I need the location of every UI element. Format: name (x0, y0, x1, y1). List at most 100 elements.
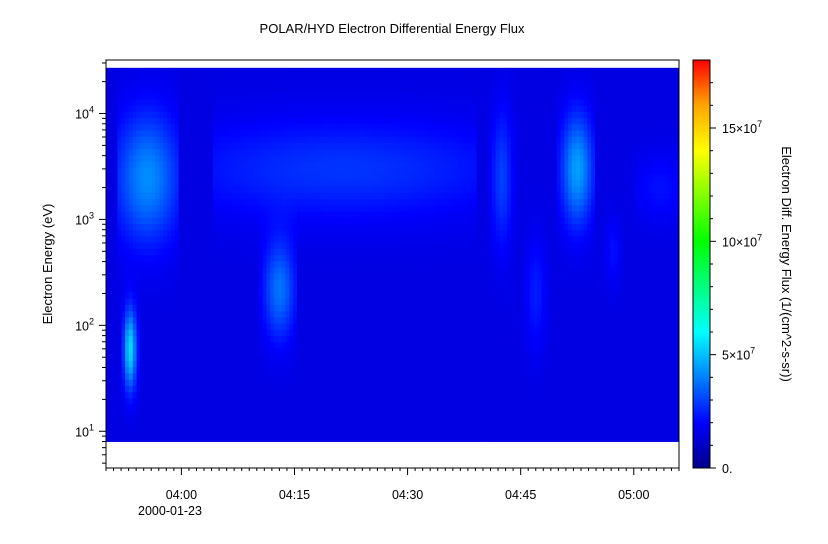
heatmap-cell (151, 111, 157, 119)
heatmap-cell (319, 310, 325, 318)
heatmap-cell (304, 354, 309, 361)
heatmap-cell (128, 366, 134, 374)
heatmap-cell (205, 123, 210, 131)
heatmap-cell (407, 242, 412, 249)
heatmap-cell (358, 391, 363, 399)
heatmap-cell (388, 167, 393, 175)
heatmap-cell (209, 404, 214, 411)
heatmap-cell (361, 329, 367, 337)
heatmap-cell (281, 242, 286, 249)
heatmap-cell (128, 235, 134, 243)
heatmap-cell (148, 136, 153, 143)
heatmap-cell (304, 229, 309, 237)
heatmap-cell (377, 391, 382, 399)
heatmap-cell (163, 211, 168, 218)
heatmap-cell (216, 410, 221, 418)
heatmap-cell (327, 260, 332, 268)
heatmap-cell (193, 254, 199, 262)
heatmap-cell (285, 260, 290, 268)
heatmap-cell (258, 86, 264, 94)
heatmap-cell (365, 285, 370, 293)
heatmap-cell (392, 260, 397, 268)
heatmap-cell (377, 335, 382, 343)
heatmap-cell (197, 279, 202, 287)
heatmap-cell (300, 186, 306, 193)
heatmap-cell (274, 429, 279, 436)
heatmap-cell (274, 292, 279, 299)
heatmap-cell (289, 167, 294, 175)
heatmap-cell (319, 416, 325, 424)
heatmap-cell (125, 242, 130, 249)
heatmap-cell (132, 379, 137, 386)
heatmap-cell (220, 80, 225, 87)
heatmap-cell (205, 229, 210, 237)
heatmap-cell (361, 142, 367, 150)
heatmap-cell (346, 304, 351, 312)
heatmap-cell (289, 155, 294, 162)
heatmap-cell (407, 348, 412, 355)
heatmap-cell (403, 204, 409, 212)
heatmap-cell (388, 341, 393, 349)
heatmap-cell (140, 148, 145, 156)
heatmap-cell (144, 167, 149, 175)
heatmap-cell (274, 341, 279, 349)
heatmap-cell (274, 204, 279, 212)
heatmap-cell (381, 173, 386, 181)
heatmap-cell (121, 260, 126, 268)
heatmap-cell (354, 422, 359, 430)
heatmap-cell (354, 273, 359, 280)
heatmap-cell (316, 173, 321, 181)
heatmap-cell (163, 329, 168, 337)
heatmap-cell (419, 335, 424, 343)
heatmap-cell (201, 410, 206, 418)
heatmap-cell (331, 80, 336, 87)
heatmap-cell (106, 223, 111, 231)
heatmap-cell (243, 161, 248, 168)
heatmap-cell (415, 260, 420, 268)
heatmap-cell (262, 117, 267, 125)
heatmap-cell (354, 323, 359, 330)
heatmap-cell (243, 360, 248, 368)
heatmap-cell (392, 267, 397, 274)
heatmap-cell (293, 260, 298, 268)
heatmap-cell (125, 410, 130, 418)
heatmap-cell (312, 304, 317, 312)
heatmap-cell (167, 242, 172, 249)
heatmap-cell (396, 211, 401, 218)
heatmap-cell (197, 267, 202, 274)
heatmap-cell (400, 354, 405, 361)
heatmap-cell (369, 285, 374, 293)
heatmap-cell (381, 373, 386, 380)
heatmap-cell (224, 67, 229, 75)
heatmap-cell (289, 86, 294, 94)
heatmap-cell (319, 260, 325, 268)
heatmap-cell (377, 416, 382, 424)
heatmap-cell (350, 105, 355, 112)
heatmap-cell (128, 155, 134, 162)
heatmap-cell (205, 285, 210, 293)
heatmap-cell (369, 416, 374, 424)
heatmap-cell (361, 410, 367, 418)
heatmap-cell (140, 235, 145, 243)
heatmap-cell (358, 310, 363, 318)
heatmap-cell (182, 123, 187, 131)
heatmap-cell (220, 298, 225, 305)
heatmap-cell (331, 260, 336, 268)
heatmap-cell (220, 155, 225, 162)
heatmap-cell (144, 373, 149, 380)
heatmap-cell (212, 136, 218, 143)
heatmap-cell (281, 335, 286, 343)
heatmap-cell (254, 379, 260, 386)
heatmap-cell (209, 435, 214, 442)
heatmap-cell (140, 117, 145, 125)
heatmap-cell (281, 285, 286, 293)
heatmap-cell (281, 366, 286, 374)
heatmap-cell (285, 397, 290, 405)
heatmap-cell (396, 192, 401, 200)
heatmap-cell (277, 298, 283, 305)
heatmap-cell (411, 123, 416, 131)
heatmap-cell (396, 130, 401, 137)
heatmap-cell (400, 429, 405, 436)
heatmap-cell (381, 148, 386, 156)
heatmap-cell (228, 148, 233, 156)
